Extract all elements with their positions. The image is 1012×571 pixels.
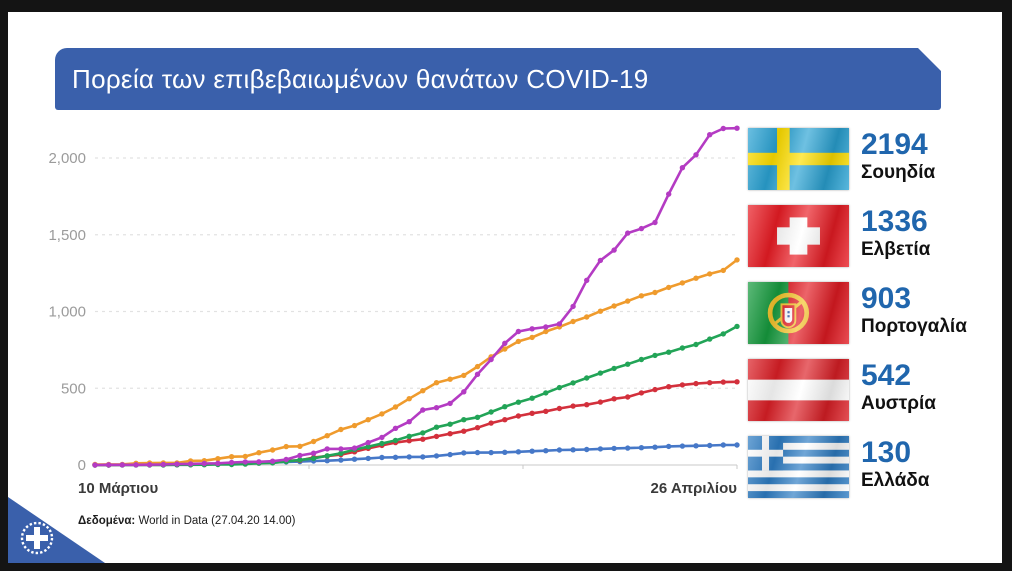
legend-country: Σουηδία bbox=[861, 161, 936, 183]
source-label: Δεδομένα: bbox=[78, 515, 136, 527]
sweden-flag-icon bbox=[748, 128, 849, 190]
svg-text:0: 0 bbox=[78, 457, 86, 474]
legend-text: 542 Αυστρία bbox=[861, 359, 936, 415]
legend-country: Αυστρία bbox=[861, 392, 936, 414]
legend-value: 542 bbox=[861, 359, 912, 392]
svg-text:1,500: 1,500 bbox=[48, 227, 86, 244]
legend: 2194 Σουηδία 1336 Ελβετία bbox=[748, 128, 1002, 513]
switzerland-flag-icon bbox=[748, 205, 849, 267]
greek-government-emblem-icon bbox=[20, 521, 54, 555]
greece-flag-icon bbox=[748, 436, 849, 498]
legend-row-switzerland: 1336 Ελβετία bbox=[748, 205, 1002, 267]
banner-corner-cut bbox=[917, 47, 942, 72]
legend-text: 2194 Σουηδία bbox=[861, 128, 935, 184]
legend-row-sweden: 2194 Σουηδία bbox=[748, 128, 1002, 190]
slide: Πορεία των επιβεβαιωμένων θανάτων COVID-… bbox=[8, 12, 1002, 563]
svg-text:1,000: 1,000 bbox=[48, 304, 86, 321]
legend-text: 130 Ελλάδα bbox=[861, 436, 929, 492]
legend-text: 903 Πορτογαλία bbox=[861, 282, 967, 338]
legend-value: 2194 bbox=[861, 128, 928, 161]
portugal-flag-icon bbox=[748, 282, 849, 344]
legend-value: 1336 bbox=[861, 205, 928, 238]
legend-text: 1336 Ελβετία bbox=[861, 205, 930, 261]
legend-country: Ελβετία bbox=[861, 238, 931, 260]
legend-value: 130 bbox=[861, 436, 912, 469]
x-axis-start-label: 10 Μάρτιου bbox=[78, 480, 159, 497]
source-text: World in Data (27.04.20 14.00) bbox=[135, 515, 296, 527]
legend-value: 903 bbox=[861, 282, 912, 315]
legend-country: Πορτογαλία bbox=[861, 315, 967, 337]
data-source-note: Δεδομένα: World in Data (27.04.20 14.00) bbox=[78, 515, 296, 527]
legend-row-greece: 130 Ελλάδα bbox=[748, 436, 1002, 498]
austria-flag-icon bbox=[748, 359, 849, 421]
svg-text:500: 500 bbox=[61, 380, 86, 397]
x-axis-end-label: 26 Απριλίου bbox=[650, 480, 737, 497]
title-banner: Πορεία των επιβεβαιωμένων θανάτων COVID-… bbox=[55, 47, 942, 110]
legend-row-austria: 542 Αυστρία bbox=[748, 359, 1002, 421]
page-title: Πορεία των επιβεβαιωμένων θανάτων COVID-… bbox=[72, 63, 649, 94]
svg-text:2,000: 2,000 bbox=[48, 150, 86, 167]
legend-row-portugal: 903 Πορτογαλία bbox=[748, 282, 1002, 344]
legend-country: Ελλάδα bbox=[861, 469, 930, 491]
